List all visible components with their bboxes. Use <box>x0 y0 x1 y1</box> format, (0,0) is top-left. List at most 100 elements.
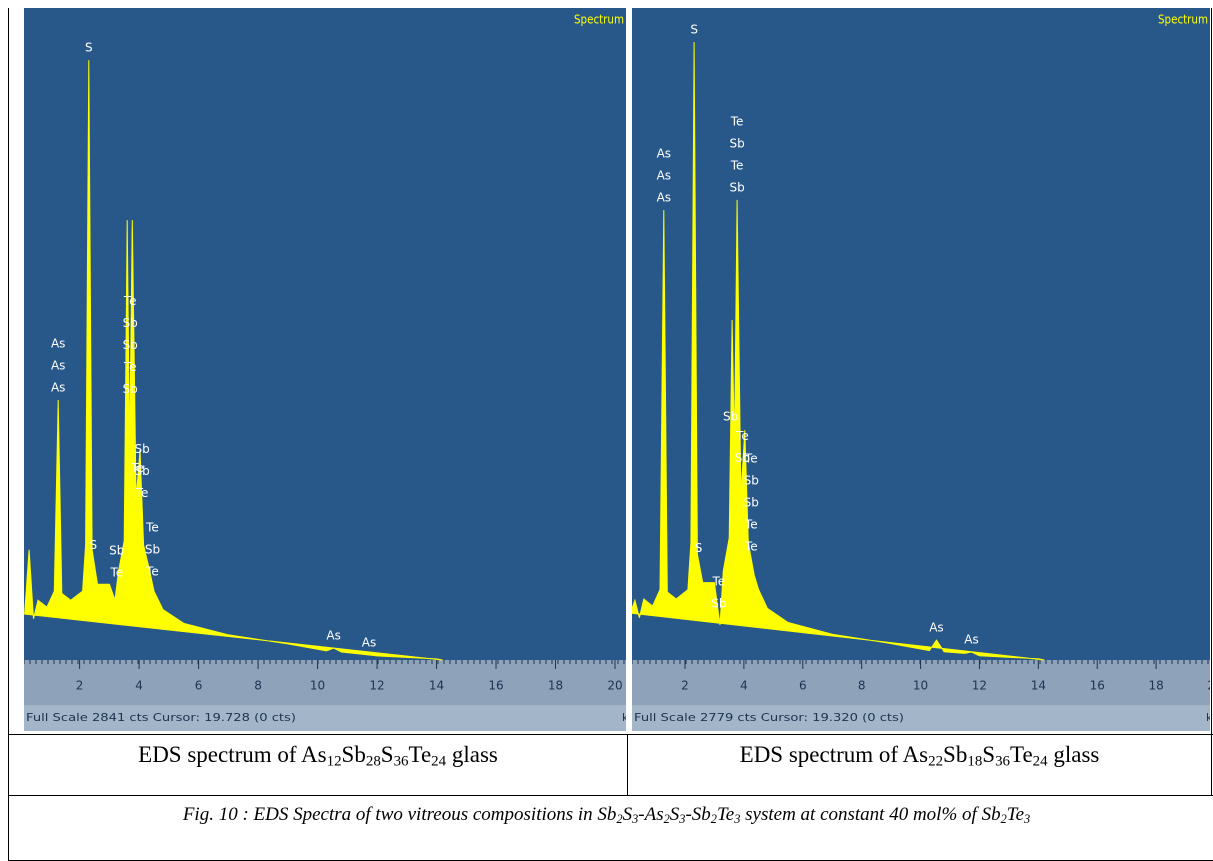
status-bar <box>24 705 626 731</box>
peak-label: S <box>89 538 97 552</box>
peak-label: As <box>929 621 943 635</box>
caption-text: S <box>622 804 633 825</box>
spectrum <box>24 60 443 661</box>
peak-label: Sb <box>123 338 138 352</box>
peak-label: Te <box>730 114 744 128</box>
subscript: 3 <box>632 812 639 827</box>
x-tick-label: 16 <box>488 679 503 693</box>
subscript: 2 <box>710 812 717 827</box>
status-text: Full Scale 2841 cts Cursor: 19.728 (0 ct… <box>26 711 296 724</box>
peak-label: Te <box>135 486 149 500</box>
x-tick-label: 10 <box>310 679 325 693</box>
x-axis-label: keV <box>1206 711 1210 724</box>
peak-label: Sb <box>109 544 124 558</box>
x-tick-label: 2 <box>76 679 84 693</box>
status-bar <box>632 705 1210 731</box>
caption-text: glass <box>1047 742 1100 767</box>
caption-text: system at constant 40 mol% of Sb <box>740 804 1001 825</box>
row-divider <box>8 795 1213 796</box>
peak-label: Sb <box>730 180 745 194</box>
subscript: 3 <box>1024 812 1031 827</box>
peak-label: S <box>695 541 703 555</box>
panel-title: Spectrum <box>574 13 624 27</box>
cell-divider <box>627 734 628 795</box>
spectrum-panel: 2 4 6 8 10 12 14 16 18 20 keV Full Scale 2779 cts C… <box>632 8 1210 731</box>
x-tick-label: 18 <box>1148 679 1163 693</box>
x-tick-label: 12 <box>972 679 987 693</box>
caption-text: Sb <box>943 742 968 767</box>
peak-label: As <box>362 635 376 649</box>
peak-label: Te <box>145 565 159 579</box>
peak-label: As <box>326 629 340 643</box>
panel-title: Spectrum <box>1158 13 1208 27</box>
peak-label: S <box>690 23 698 37</box>
spectrum-panel: 2 4 6 8 10 12 14 16 18 20 keV Full Scale 2841 cts C… <box>24 8 626 731</box>
caption-text: Te <box>408 742 432 767</box>
peak-label: As <box>964 633 978 647</box>
x-tick-label: 4 <box>135 679 143 693</box>
peak-label: Sb <box>711 597 726 611</box>
subscript: 28 <box>365 753 381 770</box>
x-tick-label: 14 <box>429 679 444 693</box>
peak-label: Sb <box>730 136 745 150</box>
peak-label: Te <box>730 158 744 172</box>
spectrum <box>632 41 1045 661</box>
caption-text: glass <box>446 742 498 767</box>
x-axis-label: keV <box>622 711 626 724</box>
subscript: 22 <box>928 753 944 770</box>
subscript: 2 <box>663 812 670 827</box>
peak-label: As <box>51 358 65 372</box>
plot-background <box>24 8 626 660</box>
x-tick-label: 10 <box>913 679 928 693</box>
figure-caption: Fig. 10 : EDS Spectra of two vitreous co… <box>14 804 1199 826</box>
caption-text: -Sb <box>685 804 711 825</box>
subscript: 3 <box>679 812 686 827</box>
subscript: 36 <box>393 753 409 770</box>
caption-text: S <box>380 742 394 767</box>
x-tick-label: 6 <box>799 679 807 693</box>
peak-label: Sb <box>123 316 138 330</box>
status-text: Full Scale 2779 cts Cursor: 19.320 (0 ct… <box>634 711 904 724</box>
x-tick-label: 18 <box>548 679 563 693</box>
peak-label: As <box>657 147 671 161</box>
x-tick-label: 4 <box>740 679 748 693</box>
subscript: 3 <box>734 812 741 827</box>
peak-label: Te <box>744 517 758 531</box>
peak-label: Te <box>130 461 144 475</box>
caption-text: Te <box>1006 804 1025 825</box>
caption-text: Te <box>1010 742 1033 767</box>
peak-label: As <box>51 380 65 394</box>
peak-label: Te <box>712 575 726 589</box>
caption-text: -As <box>638 804 664 825</box>
caption-text: EDS spectrum of As <box>739 742 929 767</box>
x-tick-label: 16 <box>1090 679 1105 693</box>
peak-label: S <box>85 41 93 55</box>
peak-label: Te <box>744 539 758 553</box>
peak-label: Sb <box>744 473 759 487</box>
peak-label: Sb <box>744 495 759 509</box>
peak-label: Te <box>735 429 749 443</box>
peak-label: As <box>657 191 671 205</box>
x-tick-label: 20 <box>1207 679 1210 693</box>
peak-label: Te <box>123 360 137 374</box>
x-tick-label: 2 <box>681 679 689 693</box>
peak-label: Sb <box>735 451 750 465</box>
peak-label: Te <box>109 566 123 580</box>
caption-text: EDS spectrum of As <box>138 742 327 767</box>
peak-label: Sb <box>123 382 138 396</box>
x-tick-label: 20 <box>607 679 622 693</box>
subscript: 24 <box>1032 753 1048 770</box>
panel-caption: EDS spectrum of As12Sb28S36Te24 glass <box>10 742 626 770</box>
axis-band <box>24 660 626 705</box>
peak-label: Sb <box>723 410 738 424</box>
caption-text: S <box>982 742 996 767</box>
subscript: 36 <box>995 753 1011 770</box>
subscript: 2 <box>616 812 623 827</box>
subscript: 2 <box>1000 812 1007 827</box>
subscript: 18 <box>967 753 983 770</box>
x-tick-label: 12 <box>369 679 384 693</box>
x-tick-label: 8 <box>254 679 262 693</box>
subscript: 12 <box>326 753 342 770</box>
peak-label: Sb <box>134 442 149 456</box>
x-tick-label: 8 <box>858 679 866 693</box>
